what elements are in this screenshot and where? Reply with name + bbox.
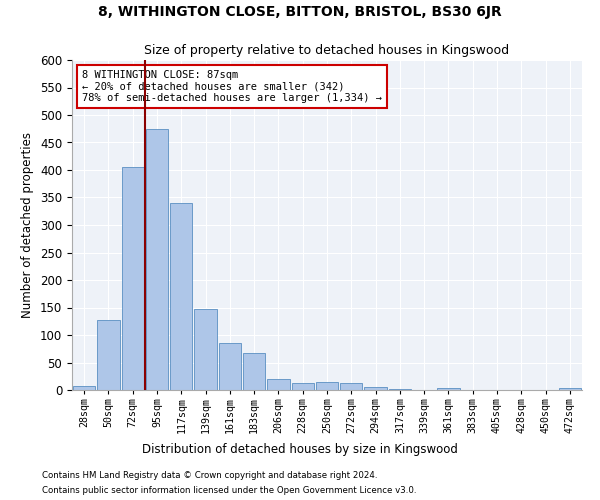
Text: Contains HM Land Registry data © Crown copyright and database right 2024.: Contains HM Land Registry data © Crown c… bbox=[42, 471, 377, 480]
Bar bbox=[97, 320, 119, 390]
Title: Size of property relative to detached houses in Kingswood: Size of property relative to detached ho… bbox=[145, 44, 509, 58]
Bar bbox=[73, 386, 95, 390]
Text: Contains public sector information licensed under the Open Government Licence v3: Contains public sector information licen… bbox=[42, 486, 416, 495]
Bar bbox=[316, 382, 338, 390]
Text: Distribution of detached houses by size in Kingswood: Distribution of detached houses by size … bbox=[142, 442, 458, 456]
Bar bbox=[122, 167, 144, 390]
Bar bbox=[364, 386, 387, 390]
Bar bbox=[267, 379, 290, 390]
Bar bbox=[292, 384, 314, 390]
Bar bbox=[146, 128, 168, 390]
Bar bbox=[170, 203, 193, 390]
Bar bbox=[437, 388, 460, 390]
Bar bbox=[218, 343, 241, 390]
Bar bbox=[243, 352, 265, 390]
Bar bbox=[194, 309, 217, 390]
Bar bbox=[559, 388, 581, 390]
Bar bbox=[340, 383, 362, 390]
Bar bbox=[389, 389, 411, 390]
Y-axis label: Number of detached properties: Number of detached properties bbox=[22, 132, 34, 318]
Text: 8, WITHINGTON CLOSE, BITTON, BRISTOL, BS30 6JR: 8, WITHINGTON CLOSE, BITTON, BRISTOL, BS… bbox=[98, 5, 502, 19]
Text: 8 WITHINGTON CLOSE: 87sqm
← 20% of detached houses are smaller (342)
78% of semi: 8 WITHINGTON CLOSE: 87sqm ← 20% of detac… bbox=[82, 70, 382, 103]
